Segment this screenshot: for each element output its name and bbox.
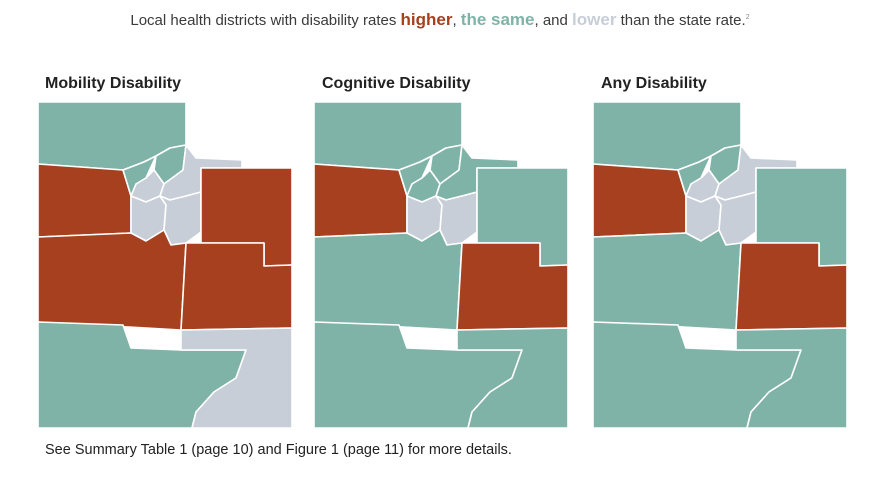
- map-any: [591, 100, 851, 430]
- title-prefix: Local health districts with disability r…: [130, 12, 401, 29]
- title-suffix: than the state rate.: [616, 12, 746, 29]
- district-west: [313, 163, 408, 238]
- district-west: [592, 163, 687, 238]
- district-southeast-corner: [735, 327, 848, 429]
- map-cognitive: [312, 100, 572, 430]
- legend-same: the same: [460, 10, 535, 29]
- legend-lower: lower: [572, 10, 617, 29]
- footnote-marker: 2: [745, 14, 750, 21]
- title-sep-1: ,: [452, 12, 461, 29]
- page-title: Local health districts with disability r…: [0, 10, 880, 30]
- district-west: [37, 163, 132, 238]
- district-southeast-corner: [180, 327, 293, 429]
- map-title-mobility: Mobility Disability: [45, 75, 182, 92]
- district-central-b: [714, 191, 757, 246]
- map-title-cognitive: Cognitive Disability: [322, 75, 471, 92]
- map-mobility: [36, 100, 296, 430]
- district-southeast-corner: [456, 327, 569, 429]
- district-central-b: [435, 191, 478, 246]
- map-title-any: Any Disability: [601, 75, 707, 92]
- district-central-b: [159, 191, 202, 246]
- legend-higher: higher: [400, 10, 453, 29]
- title-sep-2: , and: [534, 12, 573, 29]
- district-central: [37, 229, 187, 331]
- footnote-text: See Summary Table 1 (page 10) and Figure…: [45, 442, 512, 458]
- district-central: [592, 229, 742, 331]
- district-central: [313, 229, 463, 331]
